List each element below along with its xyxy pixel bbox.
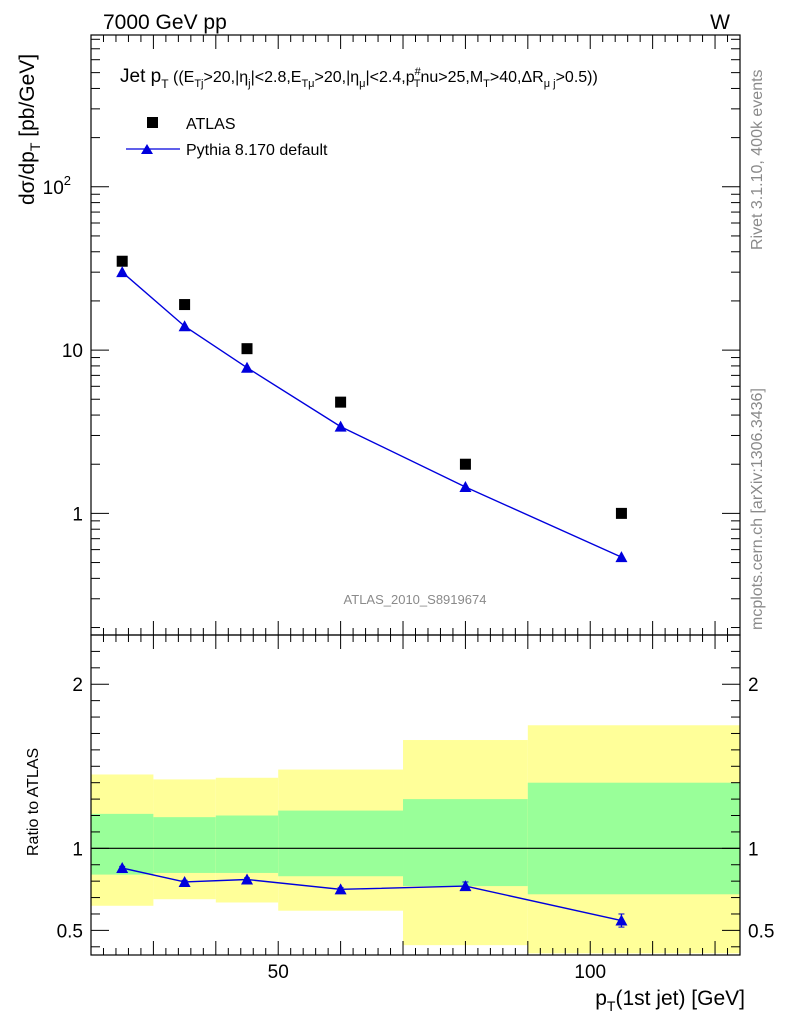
upper-ytick-label: 1: [72, 504, 83, 525]
ratio-bands: [91, 725, 740, 954]
ratio-ytick-label-right: 0.5: [748, 921, 774, 942]
rivet-version-label: Rivet 3.1.10, 400k events: [749, 69, 766, 250]
ratio-ytick-label-left: 2: [72, 675, 83, 696]
ratio-ytick-label-right: 2: [748, 675, 759, 696]
atlas-point: [335, 396, 347, 408]
legend-pythia-label: Pythia 8.170 default: [186, 142, 328, 159]
ratio-ytick-label-left: 1: [72, 839, 83, 860]
ratio-ytick-label-left: 0.5: [57, 921, 83, 942]
pythia-point: [615, 551, 628, 563]
ratio-pythia-point: [178, 875, 191, 887]
atlas-point: [179, 299, 191, 311]
ratio-band-inner: [278, 810, 404, 877]
legend-atlas-marker: [147, 117, 158, 128]
ratio-band-inner: [527, 782, 740, 895]
legend-pythia-marker: [141, 144, 153, 154]
pythia-point: [178, 320, 191, 332]
pythia-point: [459, 481, 472, 493]
legend-atlas-label: ATLAS: [186, 116, 236, 133]
upper-ylabel: dσ/dpT [pb/GeV]: [16, 54, 43, 205]
ratio-ylabel: Ratio to ATLAS: [25, 748, 42, 856]
ratio-pythia-point: [615, 914, 628, 926]
mcplots-label: mcplots.cern.ch [arXiv:1306.3436]: [749, 388, 766, 630]
ratio-marks: [116, 862, 628, 928]
pythia-point: [241, 361, 254, 373]
ratio-panel: 0.5 0.5 1 1 2 2 50 100 Ratio to ATLAS pT(1st je…: [25, 634, 774, 1014]
atlas-point: [459, 458, 471, 470]
upper-ytick-label: 102: [43, 173, 71, 199]
pythia-point: [334, 420, 347, 432]
ratio-pythia-point: [116, 862, 129, 874]
upper-panel: 1 10 102 dσ/dpT [pb/GeV] Jet pT ((ETj>20,|…: [16, 34, 741, 636]
pythia-line: [121, 271, 622, 558]
ratio-ticks: 0.5 0.5 1 1 2 2 50 100: [57, 634, 774, 983]
ratio-band-inner: [403, 799, 528, 887]
pythia-point: [116, 266, 129, 278]
plot-title: Jet pT ((ETj>20,|ηj|<2.8,ETμ>20,|ημ|<2.4…: [120, 66, 598, 91]
atlas-point: [615, 507, 627, 519]
atlas-point: [241, 343, 253, 355]
ratio-ytick-label-right: 1: [748, 839, 759, 860]
upper-ytick-label: 10: [62, 341, 83, 362]
analysis-watermark: ATLAS_2010_S8919674: [344, 592, 487, 607]
ratio-pythia-point: [241, 873, 254, 885]
upper-marks: [116, 255, 628, 563]
ratio-band-inner: [153, 817, 216, 873]
ratio-band-inner: [215, 815, 279, 873]
ratio-pythia-point: [334, 883, 347, 895]
header-left: 7000 GeV pp: [103, 11, 227, 34]
upper-ticks: 1 10 102: [43, 35, 741, 635]
header-right: W: [710, 11, 730, 34]
x-axis-label: pT(1st jet) [GeV]: [595, 987, 745, 1014]
xtick-label: 100: [574, 962, 606, 983]
atlas-point: [116, 255, 128, 267]
ratio-pythia-point: [459, 880, 472, 892]
xtick-label: 50: [268, 962, 289, 983]
ratio-pythia-line: [122, 867, 622, 922]
